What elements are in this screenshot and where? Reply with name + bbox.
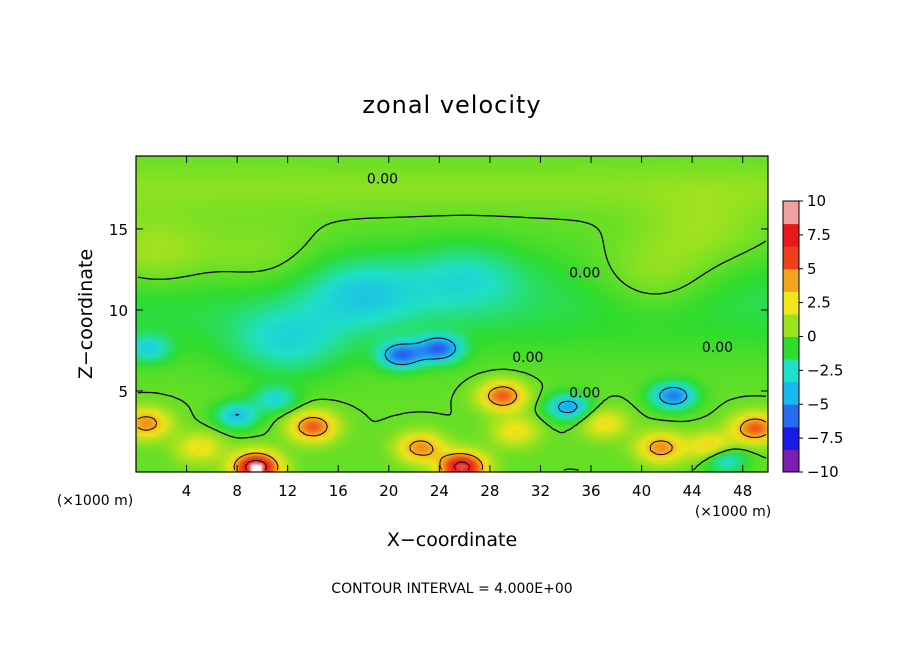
- x-tick-label: 8: [232, 482, 242, 500]
- plot-area: 0.000.000.000.000.00 4 8 12 16 20 24 28 32 36 40 4…: [109, 155, 769, 500]
- contour-level-m4: [235, 337, 688, 416]
- colorbar-swatch: [783, 426, 799, 450]
- contour-lines: [137, 214, 767, 471]
- contour-label: 0.00: [569, 266, 600, 282]
- colorbar-tick-label: 7.5: [807, 226, 831, 244]
- colorbar-swatch: [783, 268, 799, 292]
- colorbar-tick-label: 2.5: [807, 294, 831, 312]
- colorbar-swatch: [783, 201, 799, 225]
- colorbar-swatch: [783, 381, 799, 405]
- colorbar-swatch: [783, 359, 799, 383]
- y-tick-label: 5: [118, 383, 128, 401]
- velocity-field: [136, 156, 768, 472]
- colorbar-swatch: [783, 313, 799, 337]
- contour-level-4: [137, 386, 767, 471]
- contour-interval-note: CONTOUR INTERVAL = 4.000E+00: [331, 581, 572, 597]
- contour-label: 0.00: [367, 172, 398, 188]
- colorbar-tick-label: −10: [807, 463, 839, 481]
- y-tick-label: 10: [109, 302, 128, 320]
- x-tick-label: 36: [581, 482, 600, 500]
- colorbar-tick-label: −7.5: [807, 429, 843, 447]
- contour-label: 0.00: [702, 340, 733, 356]
- plot-frame: [135, 155, 769, 473]
- contour-level-8: [245, 459, 471, 471]
- colorbar: −10 −7.5 −5 −2.5 0 2.5 5 7.5 10: [782, 192, 843, 481]
- y-axis-label: Z−coordinate: [75, 249, 97, 379]
- colorbar-tick-label: −5: [807, 395, 829, 413]
- x-tick-label: 48: [733, 482, 752, 500]
- colorbar-swatch: [783, 246, 799, 270]
- contour-label: 0.00: [512, 350, 543, 366]
- x-tick-label: 4: [182, 482, 192, 500]
- colorbar-tick-label: 0: [807, 328, 817, 346]
- contour-labels: 0.00 0.00 0.00 0.00 0.00: [367, 172, 733, 402]
- contour-label: 0.00: [569, 386, 600, 402]
- x-tick-label: 40: [632, 482, 651, 500]
- colorbar-swatch: [783, 449, 799, 473]
- chart-title: zonal velocity: [362, 91, 541, 119]
- colorbar-tick-label: 5: [807, 260, 817, 278]
- colorbar-tick-label: 10: [807, 192, 826, 210]
- x-axis-label: X−coordinate: [387, 529, 517, 551]
- colorbar-swatch: [783, 223, 799, 247]
- x-tick-label: 20: [379, 482, 398, 500]
- x-tick-label: 28: [480, 482, 499, 500]
- colorbar-swatch: [783, 291, 799, 315]
- x-tick-label: 44: [683, 482, 702, 500]
- colorbar-swatch: [783, 336, 799, 360]
- x-tick-label: 32: [531, 482, 550, 500]
- y-tick-label: 15: [109, 221, 128, 239]
- contour-level-0: [137, 214, 767, 471]
- x-unit-left: (×1000 m): [57, 493, 133, 509]
- x-tick-label: 16: [329, 482, 348, 500]
- x-unit-right: (×1000 m): [695, 504, 771, 520]
- x-tick-label: 24: [430, 482, 449, 500]
- colorbar-swatch: [783, 404, 799, 428]
- colorbar-tick-label: −2.5: [807, 361, 843, 379]
- x-tick-label: 12: [278, 482, 297, 500]
